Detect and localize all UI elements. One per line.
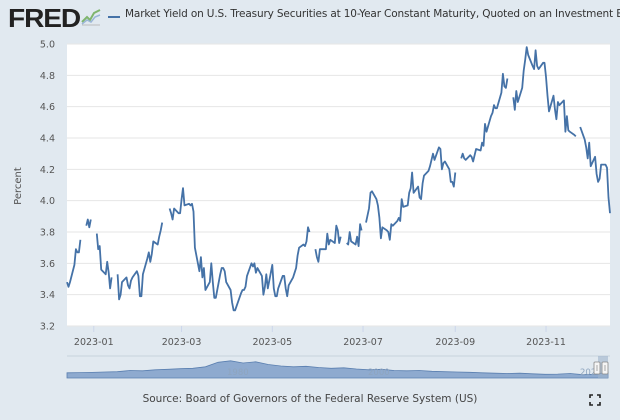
series-segment[interactable]: [579, 126, 611, 214]
y-axis-ticks: 3.2 3.4 3.6 3.8 4.0 4.2 4.4 4.6 4.8 5.0: [40, 40, 55, 333]
legend-swatch: [108, 16, 120, 18]
series-segment[interactable]: [346, 223, 363, 248]
x-tick-label: 2023-07: [343, 337, 383, 348]
y-tick-label: 4.6: [40, 102, 55, 113]
chart-header: FRED Market Yield on U.S. Treasury Secur…: [0, 0, 620, 36]
navigator-label-2000: 2000: [368, 368, 390, 378]
y-tick-label: 4.8: [40, 71, 55, 82]
legend-label[interactable]: Market Yield on U.S. Treasury Securities…: [125, 8, 620, 20]
y-tick-label: 5.0: [40, 40, 55, 51]
navigator[interactable]: 1980 2000 202: [66, 355, 610, 379]
fullscreen-icon[interactable]: [589, 394, 601, 406]
y-tick-label: 4.4: [40, 134, 55, 145]
y-tick-label: 4.2: [40, 165, 55, 176]
y-axis-label: Percent: [13, 167, 24, 205]
navigator-label-202x: 202: [580, 368, 596, 378]
series-segment[interactable]: [66, 239, 82, 288]
x-tick-label: 2023-05: [252, 337, 292, 348]
navigator-label-1980: 1980: [227, 368, 249, 378]
series-segment[interactable]: [95, 233, 113, 290]
x-tick-label: 2023-03: [162, 337, 202, 348]
y-tick-label: 3.6: [40, 259, 55, 270]
x-tick-label: 2023-11: [526, 337, 566, 348]
source-note: Source: Board of Governors of the Federa…: [142, 393, 478, 405]
x-axis-ticks: 2023-01 2023-03 2023-05 2023-07 2023-09 2023-…: [74, 326, 566, 348]
series-segment[interactable]: [168, 187, 311, 312]
y-tick-label: 4.0: [40, 196, 55, 207]
series-segment[interactable]: [512, 46, 577, 138]
series-segment[interactable]: [365, 146, 457, 241]
line-graph-icon: [80, 7, 102, 27]
navigator-area: [66, 360, 609, 379]
series-segment[interactable]: [85, 218, 92, 229]
y-tick-label: 3.4: [40, 290, 55, 301]
x-tick-label: 2023-01: [74, 337, 114, 348]
y-tick-label: 3.2: [40, 322, 55, 333]
plot-area: [67, 44, 610, 326]
y-tick-label: 3.8: [40, 228, 55, 239]
x-tick-label: 2023-09: [435, 337, 475, 348]
series-segment[interactable]: [314, 224, 342, 263]
series-segment[interactable]: [116, 222, 164, 301]
fred-logo[interactable]: FRED: [8, 3, 81, 33]
series-line[interactable]: [66, 46, 611, 312]
grid-lines: [67, 43, 610, 327]
series-segment[interactable]: [460, 72, 509, 163]
